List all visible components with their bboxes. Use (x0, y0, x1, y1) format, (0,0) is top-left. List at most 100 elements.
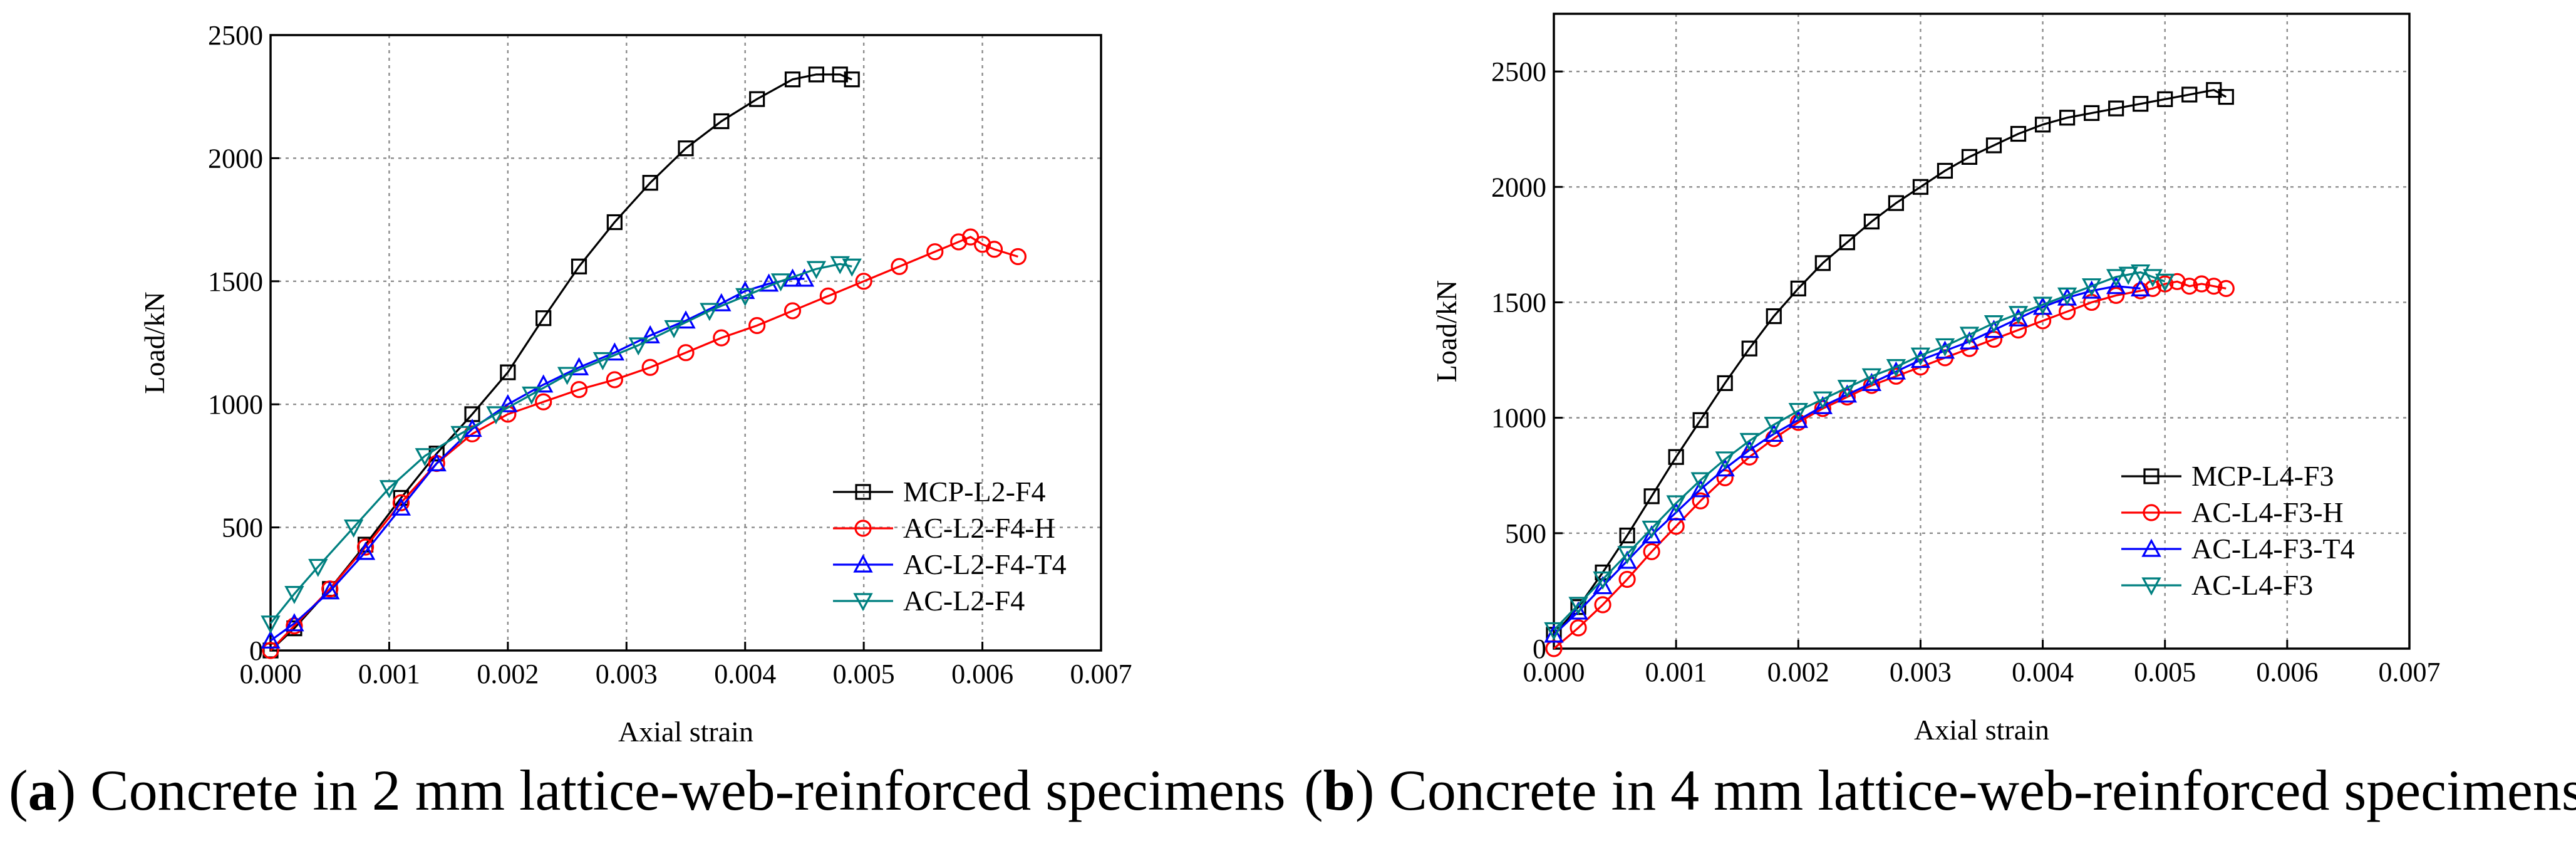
data-point (262, 642, 279, 659)
data-point (1985, 137, 2002, 154)
data-point (677, 344, 695, 362)
data-point (500, 364, 516, 380)
series-MCP-L4-F3 (1546, 81, 2234, 643)
y-tick-label: 2000 (1491, 172, 1546, 202)
data-point (962, 228, 980, 246)
x-tick-label: 0.003 (596, 659, 658, 689)
data-point (2106, 269, 2126, 288)
data-point (749, 91, 765, 107)
data-point (1568, 597, 1588, 615)
legend: MCP-L4-F3 AC-L4-F3-H AC-L4-F3-T4 AC-L4-F3 (2121, 460, 2355, 601)
data-point (286, 617, 303, 635)
y-tick-label: 0 (249, 635, 263, 666)
data-point (1886, 358, 1906, 377)
data-point (1814, 255, 1831, 271)
series-AC-L4-F3-T4 (1544, 276, 2151, 643)
data-point (261, 630, 281, 649)
data-point (284, 586, 304, 605)
data-point (2010, 125, 2027, 142)
x-tick-label: 0.005 (833, 659, 895, 689)
data-point (735, 288, 755, 306)
figure-caption: (b) Concrete in 4 mm lattice-web-reinfor… (1304, 758, 2576, 822)
data-point (392, 494, 410, 511)
data-point (2118, 266, 2138, 285)
data-point (535, 393, 552, 410)
legend-label: AC-L4-F3-T4 (2191, 533, 2355, 565)
data-point (498, 394, 518, 412)
data-point (391, 497, 411, 516)
data-point (606, 214, 623, 231)
data-point (642, 175, 658, 191)
data-point (486, 406, 506, 425)
caption-open: ( (1304, 758, 1323, 822)
series-line (269, 73, 852, 652)
data-point (606, 371, 623, 389)
data-point (1715, 451, 1735, 470)
data-point (1619, 527, 1635, 544)
data-point (1009, 248, 1027, 266)
chart-panel-b: 0.000 0.001 0.002 0.003 0.004 0.005 0.006 0.007… (1304, 13, 2576, 822)
caption-letter: a (28, 758, 57, 822)
data-point (844, 71, 860, 88)
legend-label: MCP-L4-F3 (2191, 460, 2334, 492)
data-point (1739, 432, 1759, 451)
data-point (1790, 280, 1806, 296)
data-point (1837, 384, 1858, 403)
data-point (830, 256, 850, 274)
series-AC-L4-F3 (1544, 264, 2175, 640)
data-point (1715, 458, 1735, 477)
data-point (748, 316, 766, 335)
legend-marker (855, 484, 871, 500)
legend-marker (2143, 504, 2160, 521)
legend-marker (854, 520, 872, 537)
data-point (2132, 282, 2149, 300)
x-tick-label: 0.006 (951, 659, 1013, 689)
data-point (1910, 350, 1931, 368)
data-point (571, 258, 587, 274)
y-tick-label: 1000 (1491, 403, 1546, 434)
x-tick-label: 0.005 (2134, 657, 2196, 687)
data-point (1618, 570, 1636, 588)
data-point (1910, 347, 1931, 366)
x-tick-label: 0.007 (2379, 657, 2441, 687)
data-point (1643, 488, 1660, 504)
data-point (1716, 469, 1734, 487)
data-point (2181, 86, 2198, 103)
data-point (1788, 409, 1808, 428)
data-point (1961, 149, 1978, 165)
data-point (1593, 576, 1613, 595)
data-point (1837, 380, 1858, 399)
data-point (713, 113, 730, 130)
data-point (770, 273, 791, 292)
data-point (1959, 326, 1980, 345)
data-point (2130, 264, 2151, 283)
data-point (891, 258, 908, 275)
data-point (2081, 278, 2102, 297)
data-point (2084, 105, 2100, 121)
data-point (819, 287, 837, 305)
data-point (2218, 89, 2234, 105)
legend-marker (2143, 468, 2160, 484)
data-point (1690, 472, 1710, 491)
data-point (664, 320, 684, 338)
legend-label: AC-L2-F4-T4 (903, 548, 1067, 580)
series-line (1553, 271, 2166, 631)
data-point (1912, 179, 1929, 195)
data-point (1838, 388, 1856, 406)
data-point (2133, 96, 2149, 112)
data-point (535, 310, 552, 326)
data-point (2059, 110, 2076, 126)
data-point (1863, 213, 1880, 230)
data-point (678, 140, 694, 157)
x-tick-label: 0.006 (2256, 657, 2318, 687)
data-point (1863, 377, 1880, 394)
legend-marker (2141, 577, 2161, 596)
x-axis-title: Axial strain (618, 716, 753, 748)
data-point (2157, 91, 2173, 107)
data-point (1935, 340, 1955, 359)
series-AC-L2-F4 (261, 256, 862, 634)
data-point (570, 381, 588, 399)
data-point (1544, 622, 1564, 640)
data-point (2143, 269, 2163, 288)
data-point (604, 342, 625, 361)
